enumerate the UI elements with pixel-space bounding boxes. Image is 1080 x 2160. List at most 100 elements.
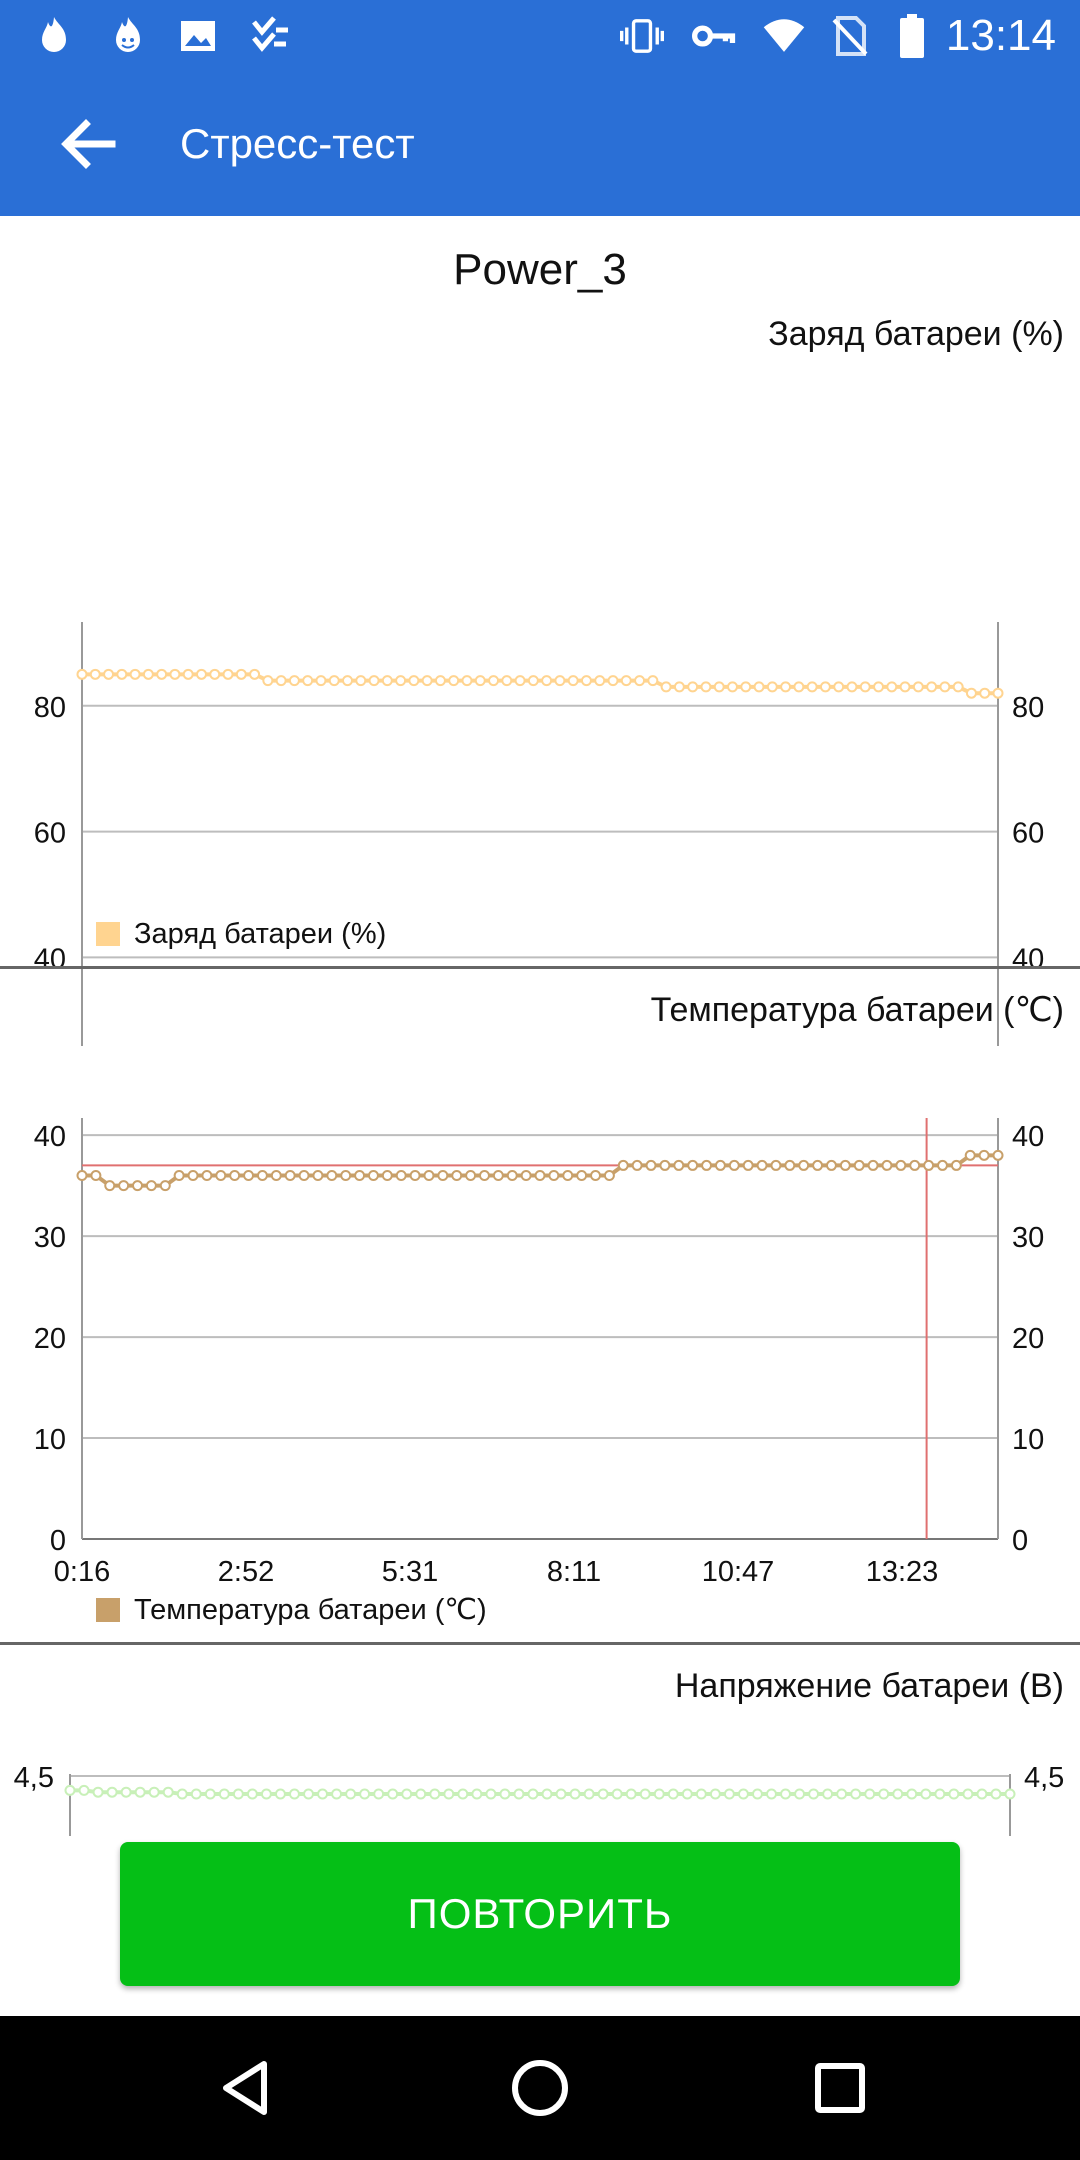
data-point [103, 668, 115, 680]
data-point [555, 1788, 567, 1800]
data-point [368, 675, 380, 687]
data-point [1004, 1788, 1016, 1800]
data-point [873, 681, 885, 693]
data-point [673, 1159, 685, 1171]
data-point [846, 681, 858, 693]
data-point [948, 1788, 960, 1800]
data-point [631, 1159, 643, 1171]
data-point [541, 1788, 553, 1800]
data-point [992, 687, 1004, 699]
data-point [520, 1170, 532, 1182]
data-point [249, 668, 261, 680]
data-point [328, 675, 340, 687]
temperature-legend-label: Температура батареи (℃) [134, 1594, 487, 1626]
data-point [64, 1784, 76, 1796]
data-point [737, 1788, 749, 1800]
repeat-button[interactable]: ПОВТОРИТЬ [120, 1842, 960, 1986]
data-point [215, 1170, 227, 1182]
temperature-chart-title: Температура батареи (℃) [650, 991, 1064, 1029]
data-point [326, 1170, 338, 1182]
repeat-button-container: ПОВТОРИТЬ [120, 1842, 960, 1986]
back-button[interactable] [52, 108, 124, 180]
data-point [964, 1149, 976, 1161]
data-point [812, 1159, 824, 1171]
data-point [312, 1170, 324, 1182]
data-point [395, 675, 407, 687]
charge-legend-label: Заряд батареи (%) [134, 918, 387, 950]
x-tick-label: 2:52 [218, 1556, 274, 1588]
fire-icon [32, 14, 76, 58]
data-point [899, 681, 911, 693]
data-point [120, 1786, 132, 1798]
data-point [288, 1788, 300, 1800]
data-point [501, 675, 513, 687]
status-bar: 13:14 [0, 0, 1080, 72]
data-point [513, 1788, 525, 1800]
data-point [936, 1159, 948, 1171]
data-point [590, 1170, 602, 1182]
x-tick-label: 10:47 [702, 1556, 775, 1588]
data-point [76, 668, 88, 680]
data-point [625, 1788, 637, 1800]
data-point [923, 1159, 935, 1171]
data-point [401, 1788, 413, 1800]
y-tick-label-right: 4,5 [1024, 1762, 1064, 1794]
data-point [182, 668, 194, 680]
data-point [142, 668, 154, 680]
data-point [681, 1788, 693, 1800]
data-point [611, 1788, 623, 1800]
data-point [134, 1786, 146, 1798]
data-point [839, 1159, 851, 1171]
data-point [232, 1788, 244, 1800]
triangle-back-icon [223, 2061, 267, 2115]
nav-back-button[interactable] [204, 2046, 288, 2130]
data-point [713, 681, 725, 693]
data-point [597, 1788, 609, 1800]
data-point [104, 1180, 116, 1192]
data-point [926, 681, 938, 693]
data-point [457, 1788, 469, 1800]
data-point [836, 1788, 848, 1800]
data-point [798, 1159, 810, 1171]
data-point [340, 1170, 352, 1182]
data-point [209, 668, 221, 680]
data-point [714, 1159, 726, 1171]
y-tick-label-left: 4,5 [14, 1762, 54, 1794]
data-point [222, 668, 234, 680]
data-point [765, 1788, 777, 1800]
clock: 13:14 [945, 11, 1056, 60]
x-tick-label: 8:11 [547, 1556, 601, 1588]
navigation-bar [0, 2016, 1080, 2160]
temperature-chart: 0 0 10 10 20 20 30 30 40 40 0:16 2:52 5:31 8:11 10:47 1… [34, 1118, 1044, 1588]
data-point [437, 1170, 449, 1182]
nav-recents-button[interactable] [798, 2046, 882, 2130]
data-point [106, 1786, 118, 1798]
voltage-chart: 4,5 4,5 [14, 1762, 1064, 1836]
charge-legend-swatch [96, 922, 120, 946]
data-point [534, 1170, 546, 1182]
y-tick-label-left: 60 [34, 818, 66, 850]
data-point [554, 675, 566, 687]
results-scroll-area[interactable]: Power_3 Заряд батареи (%) 0 0 20 20 40 40 60 60… [0, 216, 1080, 2016]
data-point [156, 668, 168, 680]
wifi-icon [762, 14, 806, 58]
data-point [288, 675, 300, 687]
data-point [373, 1788, 385, 1800]
data-point [190, 1788, 202, 1800]
data-point [359, 1788, 371, 1800]
y-tick-label-right: 80 [1012, 692, 1044, 724]
data-point [148, 1786, 160, 1798]
divider [0, 1642, 1080, 1645]
data-point [673, 681, 685, 693]
data-point [709, 1788, 721, 1800]
data-point [742, 1159, 754, 1171]
checklist-icon [248, 14, 292, 58]
arrow-back-icon [61, 119, 116, 169]
data-point [766, 681, 778, 693]
no-sim-icon [828, 14, 872, 58]
data-point [195, 668, 207, 680]
nav-home-button[interactable] [498, 2046, 582, 2130]
y-tick-label-right: 40 [1012, 1121, 1044, 1153]
data-point [527, 675, 539, 687]
y-tick-label-left: 10 [34, 1424, 66, 1456]
